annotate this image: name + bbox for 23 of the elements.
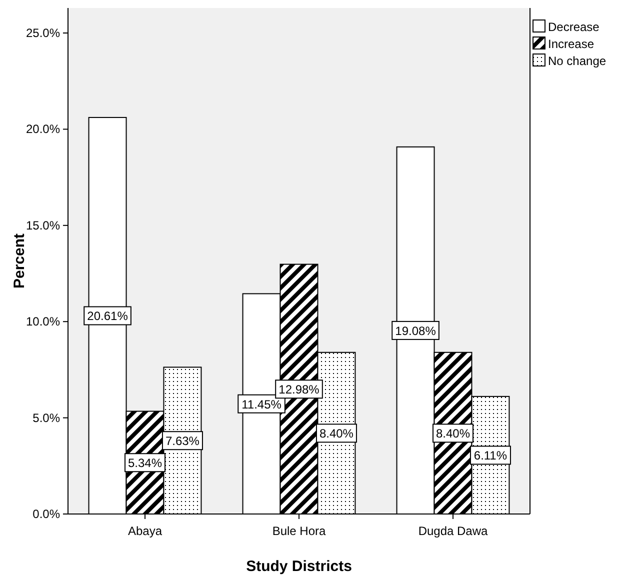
- legend-label: Decrease: [548, 20, 600, 34]
- legend-label: Increase: [548, 37, 594, 51]
- data-label: 8.40%: [436, 426, 470, 441]
- y-tick-label: 20.0%: [26, 122, 60, 136]
- data-label: 19.08%: [395, 324, 436, 338]
- x-axis-title: Study Districts: [246, 558, 352, 575]
- y-axis-title: Percent: [11, 233, 28, 289]
- legend-label: No change: [548, 54, 606, 68]
- x-tick-label: Abaya: [128, 524, 162, 538]
- y-tick-label: 25.0%: [26, 26, 60, 40]
- y-tick-label: 15.0%: [26, 218, 60, 232]
- data-label: 20.61%: [87, 309, 128, 324]
- data-label: 11.45%: [242, 397, 282, 412]
- data-label: 8.40%: [319, 426, 354, 441]
- data-label: 7.63%: [165, 434, 200, 448]
- y-tick-label: 10.0%: [26, 314, 60, 329]
- y-tick-label: 0.0%: [32, 507, 60, 521]
- data-label: 12.98%: [278, 382, 320, 397]
- data-label: 5.34%: [128, 456, 162, 470]
- data-label: 6.11%: [474, 448, 508, 463]
- x-tick-label: Dugda Dawa: [418, 524, 488, 538]
- x-tick-label: Bule Hora: [272, 524, 326, 538]
- y-tick-label: 5.0%: [32, 410, 60, 425]
